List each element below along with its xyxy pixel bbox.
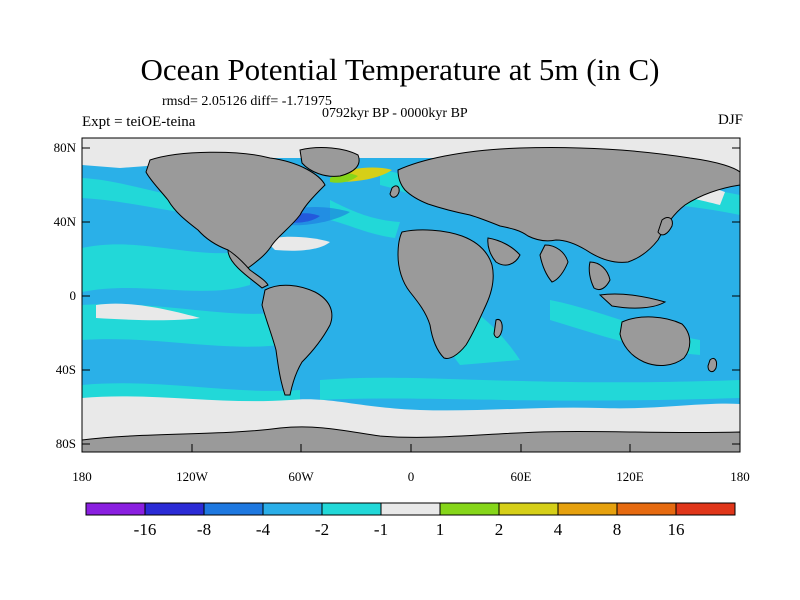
lat-tick-label: 0 [69,288,77,303]
colorbar-label: -1 [373,520,389,539]
australia [619,316,691,366]
lat-tick-label: 80N [53,140,76,155]
africa [397,229,494,359]
colorbar-label: -16 [133,520,157,539]
lat-tick-label: 40N [53,214,76,229]
lon-tick-label: 60E [510,469,532,484]
lat-tick-label: 80S [55,436,76,451]
colorbar-swatch [498,502,559,516]
india [539,244,569,283]
colorbar-swatch [439,502,500,516]
uk [389,185,400,198]
lon-tick-label: 120E [616,469,644,484]
arabia [487,237,521,266]
madagascar [493,319,503,338]
colorbar-swatch [380,502,441,516]
north-america [145,151,326,269]
map-title: Ocean Potential Temperature at 5m (in C) [140,52,660,87]
colorbar-label: -8 [196,520,212,539]
lon-tick-label: 180 [730,469,750,484]
colorbar-label: 8 [612,520,622,539]
eurasia [397,147,741,263]
colorbar-label: 2 [494,520,504,539]
colorbar-swatch [85,502,146,516]
antarctica [81,426,741,453]
stats-text: rmsd= 2.05126 diff= -1.71975 [162,94,332,109]
land [81,147,741,453]
colorbar-label: -2 [314,520,330,539]
colorbar-label: 16 [667,520,685,539]
south-america [261,284,333,396]
colorbar-swatch [616,502,677,516]
colorbar-swatch [557,502,618,516]
greenland [299,147,360,177]
colorbar-label: 4 [553,520,563,539]
new-zealand [707,357,717,373]
lat-tick-label: 40S [55,362,76,377]
colorbar [85,502,736,516]
lon-tick-label: 0 [407,469,415,484]
colorbar-label: 1 [435,520,445,539]
indonesia [598,293,667,309]
colorbar-swatch [144,502,205,516]
lon-tick-label: 180 [72,469,92,484]
japan [657,217,673,236]
season-label: DJF [717,112,743,128]
colorbar-label: -4 [255,520,271,539]
lon-tick-label: 60W [288,469,314,484]
experiment-label: Expt = teiOE-teina [82,114,196,130]
colorbar-swatch [675,502,736,516]
lon-ticks [81,444,741,452]
central-america [227,249,269,289]
lon-tick-label: 120W [176,469,208,484]
colorbar-swatch [262,502,323,516]
colorbar-swatch [321,502,382,516]
period-text: 0792kyr BP - 0000kyr BP [322,106,468,121]
colorbar-swatch [203,502,264,516]
southeast-asia [588,261,611,291]
lat-ticks [82,147,740,445]
